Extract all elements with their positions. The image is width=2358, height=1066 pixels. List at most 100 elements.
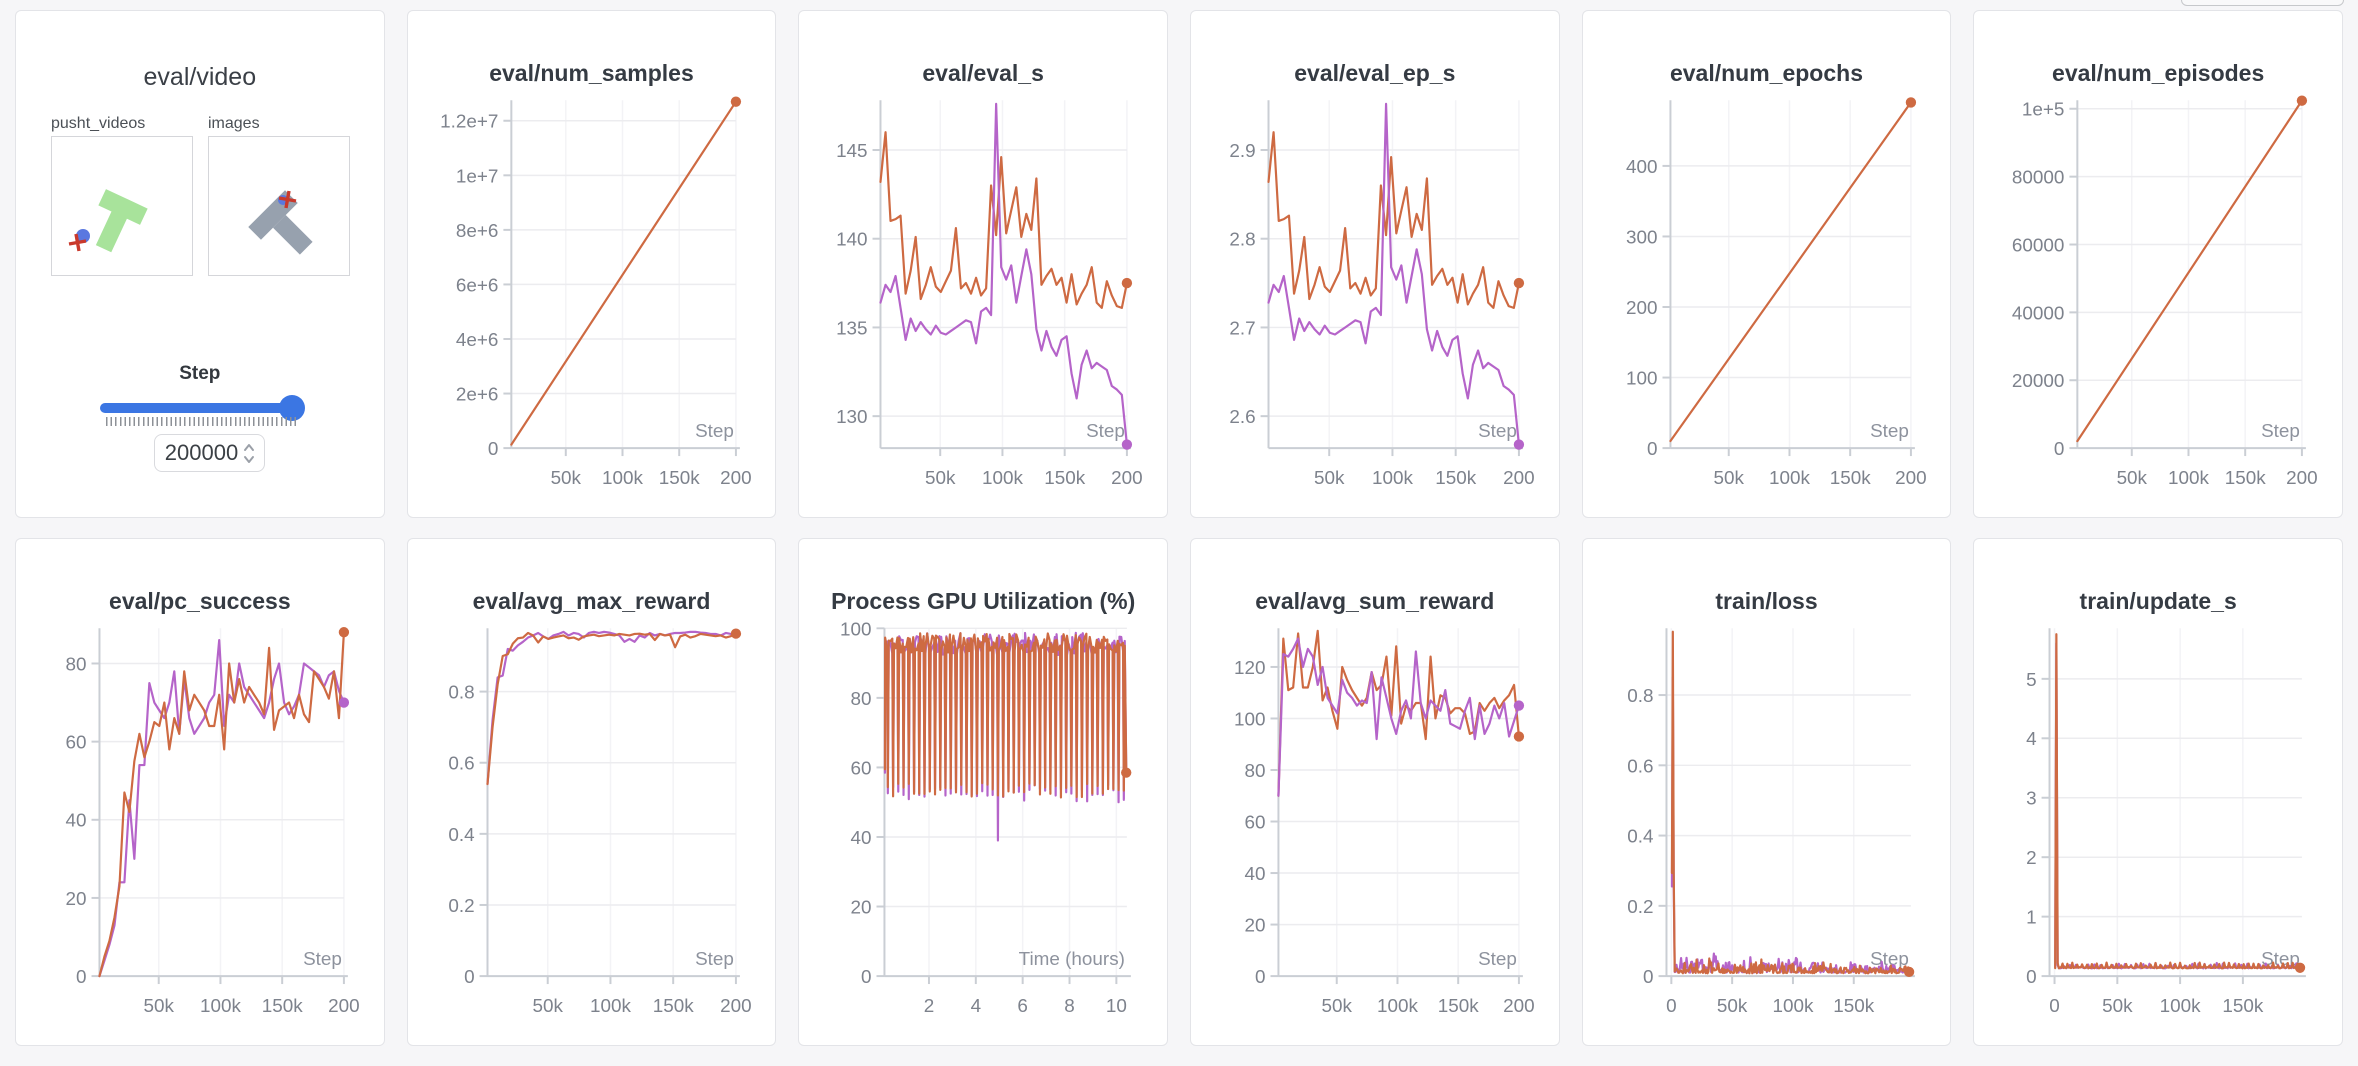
svg-text:60000: 60000 [2012, 235, 2065, 256]
svg-text:60: 60 [851, 758, 872, 779]
svg-text:200: 200 [328, 996, 360, 1017]
svg-text:1e+5: 1e+5 [2022, 100, 2065, 121]
svg-text:40000: 40000 [2012, 303, 2065, 324]
svg-text:145: 145 [836, 141, 868, 162]
chart-panel-eval-eval-s: eval/eval_s 50k 100k 150k 200 130 135 140 145 St… [798, 10, 1168, 518]
slider-tick-marks [106, 417, 298, 426]
line-chart[interactable]: 50k 100k 150k 200 130 135 140 145 Step [799, 93, 1167, 518]
svg-text:100k: 100k [2160, 996, 2201, 1017]
panel-title: eval/video [143, 63, 257, 91]
media-panel-eval-video: eval/video pusht_videos images [15, 10, 385, 518]
svg-text:100k: 100k [2168, 468, 2209, 489]
chart-panel-eval-num-samples: eval/num_samples 50k 100k 150k 200 0 2e+6 4e+6… [406, 10, 777, 518]
chart-panel-gpu-utilization: Process GPU Utilization (%) 2 4 6 8 10 0 20 40 6… [798, 538, 1168, 1046]
svg-text:3: 3 [2026, 789, 2037, 810]
line-chart[interactable]: 50k 100k 150k 200 0 20 40 60 80 Step [16, 621, 384, 1046]
svg-text:50k: 50k [2117, 468, 2148, 489]
line-chart[interactable]: 50k 100k 150k 200 0 100 200 300 400 Step [1583, 93, 1951, 518]
pusht-scene-image [15, 189, 148, 361]
svg-text:0: 0 [1255, 967, 1266, 988]
svg-text:50k: 50k [2102, 996, 2133, 1017]
svg-text:50k: 50k [1322, 996, 1353, 1017]
step-number-input[interactable] [154, 434, 265, 472]
chart-title: eval/pc_success [109, 588, 291, 614]
line-chart[interactable]: 50k 100k 150k 200 0 0.2 0.4 0.6 0.8 Step [408, 621, 776, 1046]
stepper-spinner-icon[interactable] [242, 442, 256, 466]
line-chart[interactable]: 50k 100k 150k 200 2.6 2.7 2.8 2.9 Step [1191, 93, 1559, 518]
svg-text:10: 10 [1106, 996, 1127, 1017]
svg-text:150k: 150k [2223, 996, 2264, 1017]
svg-text:0: 0 [488, 439, 499, 460]
step-slider-thumb[interactable] [279, 395, 305, 421]
svg-text:200: 200 [2286, 468, 2318, 489]
green-t-shape [95, 189, 148, 253]
svg-text:0: 0 [861, 967, 872, 988]
svg-text:120: 120 [1234, 658, 1266, 679]
chart-title: eval/num_epochs [1669, 60, 1863, 86]
svg-text:100k: 100k [982, 468, 1023, 489]
chart-panel-eval-avg-max-reward: eval/avg_max_reward 50k 100k 150k 200 0 0.2 0.… [406, 538, 777, 1046]
chart-panel-eval-avg-sum-reward: eval/avg_sum_reward 50k 100k 150k 200 0 20 40 6… [1189, 538, 1560, 1046]
chart-panel-eval-eval-ep-s: eval/eval_ep_s 50k 100k 150k 200 2.6 2.7 2.8 2.… [1189, 10, 1560, 518]
image-thumbnail[interactable] [208, 136, 350, 276]
svg-text:5: 5 [2026, 670, 2037, 691]
svg-text:100: 100 [840, 621, 872, 640]
line-chart[interactable]: 50k 100k 150k 200 0 2e+6 4e+6 6e+6 8e+6 1e+7 1.2e+… [408, 93, 776, 518]
svg-text:8: 8 [1065, 996, 1076, 1017]
step-slider-label: Step [179, 363, 221, 384]
agent-dot [76, 229, 90, 243]
svg-text:20000: 20000 [2012, 371, 2065, 392]
svg-text:4: 4 [2026, 729, 2037, 750]
svg-text:0: 0 [1647, 439, 1658, 460]
svg-text:Step: Step [1870, 949, 1909, 970]
svg-text:200: 200 [1111, 468, 1143, 489]
svg-text:2.9: 2.9 [1229, 141, 1255, 162]
line-chart[interactable]: 0 50k 100k 150k 0 0.2 0.4 0.6 0.8 Step [1583, 621, 1951, 1046]
svg-text:Step: Step [695, 421, 734, 442]
svg-text:0: 0 [2026, 967, 2037, 988]
svg-text:50k: 50k [144, 996, 175, 1017]
chart-panel-train-update-s: train/update_s 0 50k 100k 150k 0 1 2 3 4 5 Step [1973, 538, 2343, 1046]
line-chart[interactable]: 50k 100k 150k 200 0 20000 40000 60000 80000 1e+5 S… [1974, 93, 2342, 518]
svg-text:0.2: 0.2 [448, 896, 474, 917]
svg-text:300: 300 [1626, 227, 1658, 248]
svg-text:200: 200 [720, 996, 752, 1017]
svg-text:0.6: 0.6 [448, 754, 474, 775]
svg-text:0: 0 [464, 967, 475, 988]
svg-text:4: 4 [971, 996, 982, 1017]
svg-text:50k: 50k [925, 468, 956, 489]
svg-text:Step: Step [303, 949, 342, 970]
line-chart[interactable]: 0 50k 100k 150k 0 1 2 3 4 5 Step [1974, 621, 2342, 1046]
svg-text:200: 200 [1626, 298, 1658, 319]
svg-text:150k: 150k [658, 468, 699, 489]
chart-panel-eval-pc-success: eval/pc_success 50k 100k 150k 200 0 20 40 60 80 S… [15, 538, 385, 1046]
svg-text:1: 1 [2026, 908, 2037, 929]
step-slider-track[interactable] [100, 403, 302, 413]
svg-text:40: 40 [1245, 864, 1266, 885]
goal-cross [68, 233, 87, 252]
svg-text:6e+6: 6e+6 [456, 275, 499, 296]
svg-text:100k: 100k [1372, 468, 1413, 489]
line-chart[interactable]: 50k 100k 150k 200 0 20 40 60 80 100 120 Step [1191, 621, 1559, 1046]
svg-text:150k: 150k [1438, 996, 1479, 1017]
svg-text:8e+6: 8e+6 [456, 221, 499, 242]
svg-text:2.6: 2.6 [1229, 407, 1255, 428]
svg-text:100k: 100k [1377, 996, 1418, 1017]
chart-panel-eval-num-epochs: eval/num_epochs 50k 100k 150k 200 0 100 200 300… [1581, 10, 1952, 518]
svg-text:50k: 50k [532, 996, 563, 1017]
svg-text:40: 40 [66, 811, 87, 832]
chart-title: eval/avg_max_reward [472, 588, 711, 614]
svg-text:2e+6: 2e+6 [456, 384, 499, 405]
chart-title: eval/eval_s [922, 60, 1044, 86]
svg-text:Step: Step [2261, 949, 2300, 970]
svg-text:200: 200 [1503, 468, 1535, 489]
chart-panel-eval-num-episodes: eval/num_episodes 50k 100k 150k 200 0 20000 40… [1973, 10, 2343, 518]
svg-text:1e+7: 1e+7 [456, 166, 499, 187]
svg-text:0: 0 [2054, 439, 2065, 460]
clipped-panel-edge [2181, 0, 2344, 6]
video-thumbnail-pusht[interactable] [15, 136, 193, 361]
svg-text:0.4: 0.4 [1627, 827, 1653, 848]
chart-title: train/loss [1715, 588, 1818, 614]
